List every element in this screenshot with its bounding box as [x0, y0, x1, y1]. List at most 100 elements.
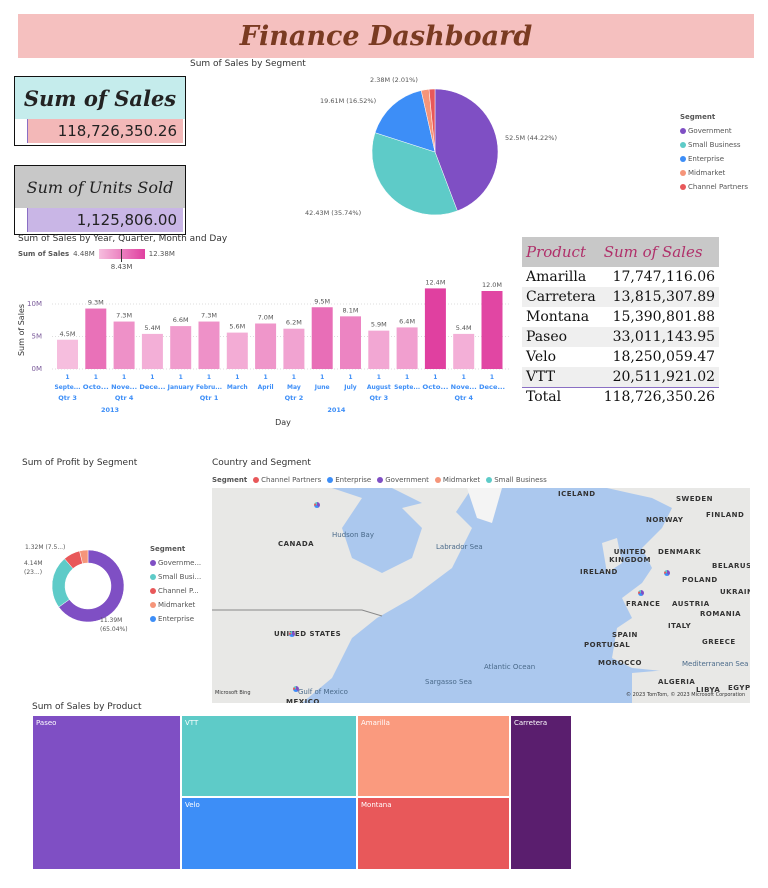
legend-item[interactable]: Midmarket [680, 166, 748, 180]
table-row: VTT 20,511,921.02 [522, 367, 720, 387]
bar[interactable] [57, 339, 78, 369]
map-bubble-france[interactable] [638, 590, 644, 596]
treemap-velo[interactable]: Velo [181, 797, 357, 870]
map-bubble-germany[interactable] [664, 570, 670, 576]
legend-label: Government [688, 127, 732, 135]
legend-item[interactable]: Midmarket [150, 598, 201, 612]
product-cell: Velo [526, 349, 557, 365]
bar-data-label: 9.3M [88, 299, 104, 307]
x-month-label: May [287, 384, 301, 391]
map-land [212, 488, 750, 703]
map-bubble-canada[interactable] [314, 502, 320, 508]
bar[interactable] [311, 307, 333, 369]
legend-label: Midmarket [158, 601, 196, 609]
sales-segment-pie[interactable]: 52.5M (44.22%) 42.43M (35.74%) 19.61M (16.… [300, 70, 570, 230]
bar[interactable] [198, 321, 220, 369]
legend-label: Governme... [158, 559, 202, 567]
map-label-greece: GREECE [702, 638, 736, 646]
product-cell: Carretera [522, 287, 600, 307]
map-legend-item[interactable]: Channel Partners [261, 476, 322, 484]
donut-slice-midmarket[interactable] [79, 549, 89, 564]
pie-slice-government[interactable] [434, 88, 499, 212]
bar[interactable] [283, 328, 305, 369]
bar[interactable] [170, 326, 192, 369]
bar[interactable] [453, 333, 475, 369]
pie-title: Sum of Sales by Segment [190, 59, 306, 69]
x-month-label: August [367, 384, 391, 391]
map-label-ukraine: UKRAINE [720, 588, 750, 596]
bar[interactable] [113, 321, 135, 369]
bar[interactable] [396, 327, 418, 369]
map-label-egypt: EGYPT [728, 684, 750, 692]
legend-item[interactable]: Governme... [150, 556, 201, 570]
bar-data-label: 9.5M [314, 297, 330, 305]
legend-title: Segment [680, 113, 716, 121]
table-row: Paseo 33,011,143.95 [522, 327, 720, 347]
bar[interactable] [226, 332, 248, 369]
card-value: 1,125,806.00 [27, 208, 183, 232]
x-quarter-label: Qtr 1 [200, 394, 219, 402]
bar[interactable] [255, 323, 277, 370]
x-month-label: Febru... [196, 384, 222, 391]
map-sea-gulf: Gulf of Mexico [298, 688, 348, 696]
header-product: Product [522, 237, 600, 267]
gradient-marker [120, 249, 122, 262]
donut-data-label: (23...) [24, 569, 42, 576]
bar[interactable] [141, 333, 163, 369]
bar-data-label: 6.2M [286, 319, 302, 327]
treemap-amarilla[interactable]: Amarilla [357, 715, 510, 797]
donut-slice-government[interactable] [58, 549, 125, 623]
map-legend-item[interactable]: Midmarket [442, 476, 481, 484]
treemap-carretera[interactable]: Carretera [510, 715, 572, 870]
profit-segment-donut[interactable]: 1.32M (7.5...) 4.14M (23...) 11.39M (65.04%) [20, 540, 150, 635]
map-bubble-us[interactable] [289, 631, 295, 637]
treemap-paseo[interactable]: Paseo [32, 715, 181, 870]
legend-item[interactable]: Enterprise [150, 612, 201, 626]
x-month-label: Octo... [83, 384, 109, 391]
x-day-label: 1 [65, 374, 69, 381]
map-legend-item[interactable]: Small Business [494, 476, 547, 484]
legend-dot-icon [253, 477, 260, 483]
map[interactable]: CANADA UNITED STATES MEXICO ICELAND SWEDEN NO… [212, 488, 750, 703]
bar[interactable] [85, 308, 107, 369]
pie-slice-small-business[interactable] [371, 132, 458, 216]
bar-data-label: 5.6M [229, 323, 245, 331]
legend-dot-icon [150, 588, 156, 594]
donut-data-label: 1.32M (7.5...) [25, 544, 65, 551]
bar[interactable] [368, 330, 390, 369]
legend-dot-icon [486, 477, 493, 483]
legend-item[interactable]: Small Business [680, 138, 748, 152]
legend-item[interactable]: Government [680, 124, 748, 138]
gradient-legend-label: Sum of Sales [18, 250, 70, 258]
map-label-portugal: PORTUGAL [584, 641, 631, 649]
x-month-label: Dece... [479, 384, 505, 391]
donut-data-label: (65.04%) [100, 626, 128, 633]
legend-title: Segment [212, 476, 248, 484]
pie-data-label: 2.38M (2.01%) [370, 76, 418, 84]
legend-item[interactable]: Enterprise [680, 152, 748, 166]
map-label-ireland: IRELAND [580, 568, 618, 576]
legend-item[interactable]: Channel P... [150, 584, 201, 598]
legend-label: Small Business [688, 141, 741, 149]
product-cell: Paseo [522, 327, 600, 347]
pie-slice-channel-partners[interactable] [428, 88, 436, 153]
dashboard-title-banner: Finance Dashboard [18, 14, 754, 58]
legend-item[interactable]: Small Busi... [150, 570, 201, 584]
map-legend-item[interactable]: Government [385, 476, 429, 484]
x-year-label: 2014 [327, 406, 346, 414]
bar[interactable] [340, 316, 361, 369]
map-bubble-mexico[interactable] [293, 686, 299, 692]
x-day-label: 1 [433, 374, 437, 381]
x-quarter-label: Qtr 4 [454, 394, 473, 402]
treemap-vtt[interactable]: VTT [181, 715, 357, 797]
bing-logo: Microsoft Bing [215, 690, 251, 696]
bar[interactable] [481, 291, 503, 369]
bar[interactable] [424, 288, 446, 369]
treemap-montana[interactable]: Montana [357, 797, 510, 870]
sales-cell: 13,815,307.89 [599, 287, 720, 307]
map-label-canada: CANADA [278, 540, 315, 548]
pie-slice-enterprise[interactable] [374, 90, 436, 153]
map-legend-item[interactable]: Enterprise [335, 476, 372, 484]
legend-item[interactable]: Channel Partners [680, 180, 748, 194]
